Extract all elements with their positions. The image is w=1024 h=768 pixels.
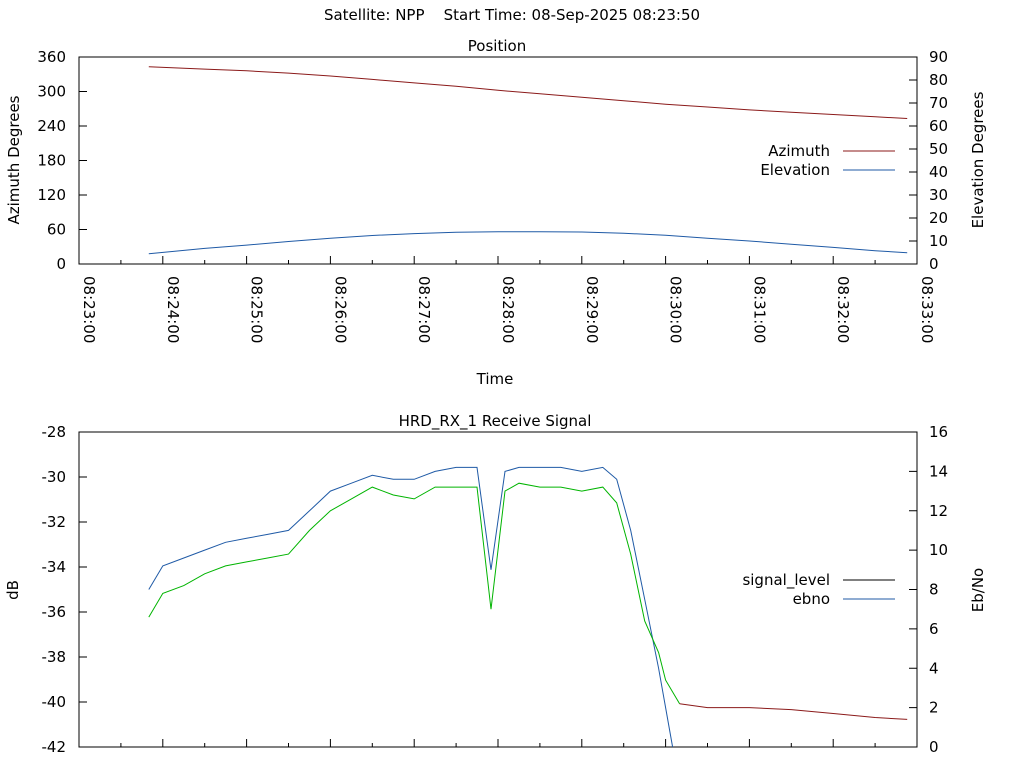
y2-tick-label: 12 xyxy=(929,502,948,520)
y-tick-label: -38 xyxy=(42,648,67,666)
position-chart: Position 0 60 120 180 240 300 360 0 10 20 30 40 50 60… xyxy=(5,37,987,388)
x-tick-label: 08:26:00 xyxy=(331,276,349,343)
y2-tick-label: 6 xyxy=(929,620,939,638)
x-tick-label: 08:31:00 xyxy=(750,276,768,343)
y2-tick-label: 4 xyxy=(929,659,939,677)
y2-tick-label: 10 xyxy=(929,541,948,559)
y2-tick-label: 80 xyxy=(929,71,948,89)
y2-tick-label: 2 xyxy=(929,699,939,717)
y-tick-label: -42 xyxy=(42,738,67,756)
x-tick-label: 08:23:00 xyxy=(80,276,98,343)
x-tick-label: 08:29:00 xyxy=(583,276,601,343)
signal-plot-frame xyxy=(78,431,918,748)
x-tick-label: 08:33:00 xyxy=(918,276,936,343)
legend-label-signal-level: signal_level xyxy=(742,571,830,590)
legend-label-ebno: ebno xyxy=(793,590,830,608)
y2-tick-label: 14 xyxy=(929,462,948,480)
series-line-ebno-tail- xyxy=(679,703,908,720)
y-tick-label: 180 xyxy=(37,152,66,170)
signal-legend: signal_level ebno xyxy=(742,571,895,608)
y2-tick-label: 40 xyxy=(929,163,948,181)
y2-tick-label: 8 xyxy=(929,581,939,599)
y-tick-label: 360 xyxy=(37,48,66,66)
x-tick-label: 08:30:00 xyxy=(667,276,685,343)
x-tick-label: 08:32:00 xyxy=(834,276,852,343)
y-tick-label: -32 xyxy=(42,513,67,531)
position-legend: Azimuth Elevation xyxy=(760,142,895,179)
y-tick-label: -36 xyxy=(42,603,67,621)
y2-tick-label: 10 xyxy=(929,232,948,250)
y2-tick-label: 16 xyxy=(929,423,948,441)
legend-label-elevation: Elevation xyxy=(760,161,830,179)
y2-tick-label: 70 xyxy=(929,94,948,112)
series-line-ebno xyxy=(148,466,674,748)
signal-chart: HRD_RX_1 Receive Signal -42 -40 -38 -36 -34 -… xyxy=(4,412,987,756)
series-line-elevation xyxy=(148,231,908,255)
y2-tick-label: 0 xyxy=(929,738,939,756)
y-tick-label: -28 xyxy=(42,423,67,441)
position-x-axis-label: Time xyxy=(476,370,514,388)
y-tick-label: -40 xyxy=(42,693,67,711)
y-tick-label: 240 xyxy=(37,117,66,135)
y-tick-label: 0 xyxy=(56,255,66,273)
signal-chart-title: HRD_RX_1 Receive Signal xyxy=(399,412,592,431)
y2-tick-label: 30 xyxy=(929,186,948,204)
x-tick-label: 08:27:00 xyxy=(415,276,433,343)
y2-tick-label: 20 xyxy=(929,209,948,227)
signal-y-axis-label: dB xyxy=(4,580,22,600)
x-tick-label: 08:24:00 xyxy=(164,276,182,343)
legend-label-azimuth: Azimuth xyxy=(768,142,830,160)
x-tick-label: 08:28:00 xyxy=(499,276,517,343)
y-tick-label: 60 xyxy=(47,221,66,239)
position-chart-title: Position xyxy=(468,37,526,55)
y2-tick-label: 60 xyxy=(929,117,948,135)
series-line-azimuth xyxy=(148,66,908,119)
y2-tick-label: 0 xyxy=(929,255,939,273)
y-tick-label: -34 xyxy=(42,558,67,576)
y2-tick-label: 50 xyxy=(929,140,948,158)
x-tick-label: 08:25:00 xyxy=(248,276,266,343)
position-y2-axis-label: Elevation Degrees xyxy=(969,91,987,228)
series-line-ebno-lower- xyxy=(148,482,681,704)
y-tick-label: 300 xyxy=(37,83,66,101)
y-tick-label: 120 xyxy=(37,186,66,204)
position-y-axis-label: Azimuth Degrees xyxy=(5,95,23,224)
y-tick-label: -30 xyxy=(42,468,67,486)
y2-tick-label: 90 xyxy=(929,48,948,66)
page-title: Satellite: NPP Start Time: 08-Sep-2025 0… xyxy=(323,6,701,24)
signal-y2-axis-label: Eb/No xyxy=(969,568,987,612)
